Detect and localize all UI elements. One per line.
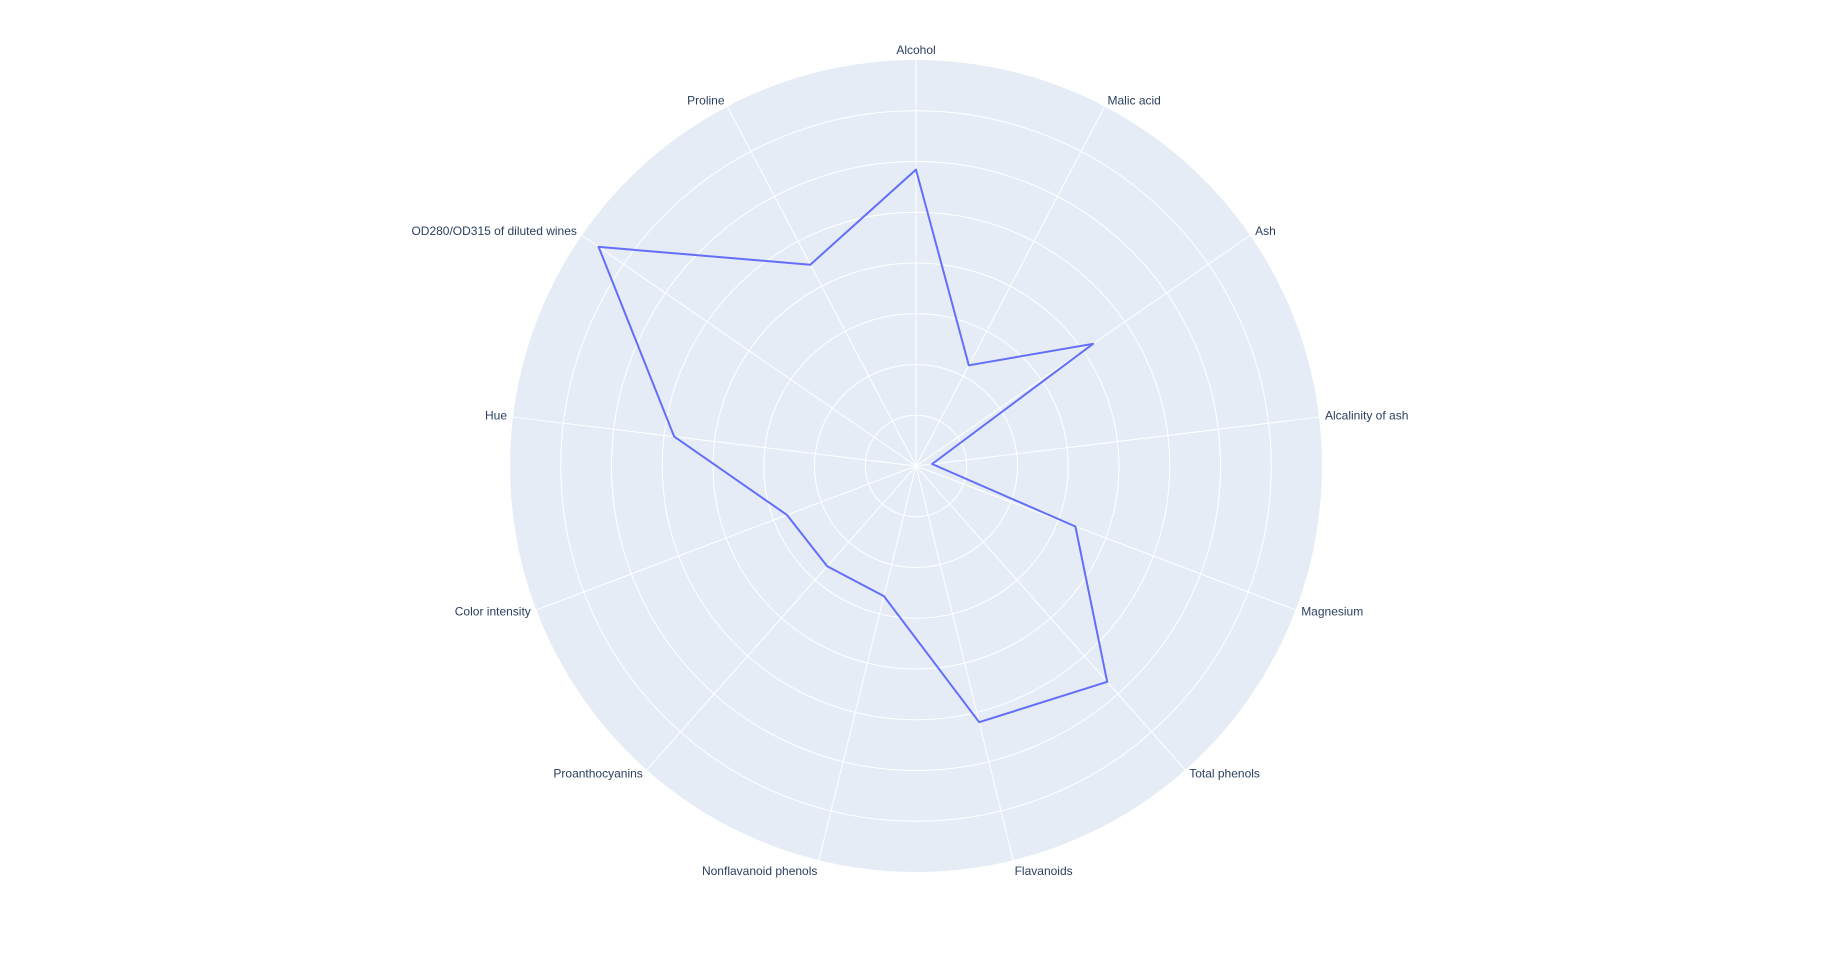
- grid-spoke: [915, 465, 1186, 771]
- axis-label: Ash: [1255, 224, 1276, 238]
- axis-label: Hue: [485, 408, 507, 422]
- axis-label: Proanthocyanins: [553, 767, 642, 781]
- grid-spoke: [915, 465, 1014, 861]
- axis-labels: Alcohol Malic acid Ash Alcalinity of ash Mag…: [411, 43, 1408, 878]
- axis-label: OD280/OD315 of diluted wines: [411, 224, 576, 238]
- axis-label: Alcohol: [896, 43, 935, 57]
- series-line: [597, 168, 1109, 724]
- grid-spoke: [818, 465, 917, 861]
- grid-spoke: [646, 465, 917, 771]
- grid-spoke: [512, 416, 917, 467]
- grid-spoke: [915, 416, 1320, 467]
- axis-label: Malic acid: [1108, 93, 1161, 107]
- axis-label: Color intensity: [455, 604, 531, 618]
- grid-spoke: [915, 465, 1296, 611]
- series-layer: [597, 168, 1109, 724]
- axis-label: Flavanoids: [1015, 864, 1073, 878]
- axis-label: Proline: [687, 93, 725, 107]
- grid-spoke: [536, 465, 917, 611]
- grid-spoke: [726, 106, 917, 467]
- axis-label: Alcalinity of ash: [1325, 408, 1408, 422]
- axis-label: Nonflavanoid phenols: [702, 864, 817, 878]
- grid-spoke: [581, 234, 917, 467]
- axis-label: Magnesium: [1301, 604, 1363, 618]
- axis-label: Total phenols: [1189, 767, 1260, 781]
- grid-spoke: [915, 106, 1106, 467]
